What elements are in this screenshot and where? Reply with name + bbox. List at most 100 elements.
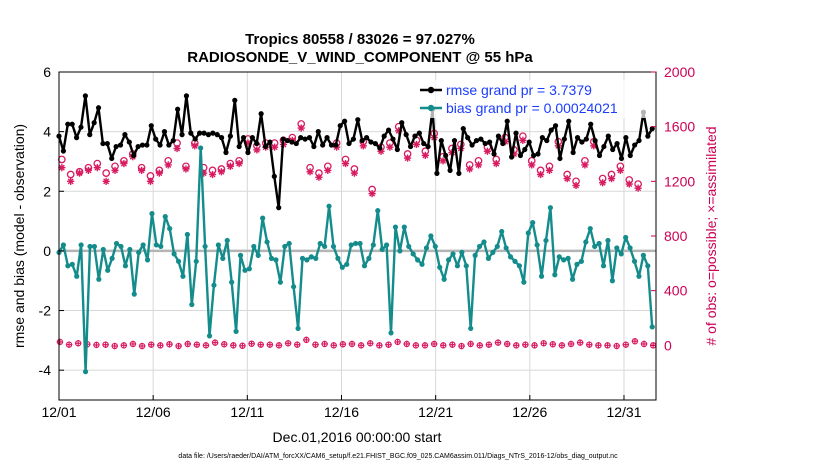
obs-assimilated-stroke: [484, 148, 491, 155]
obs-low-point: [248, 340, 255, 347]
obs-low-point: [522, 341, 529, 348]
rmse-point: [478, 136, 484, 142]
obs-assimilated-point: [297, 124, 305, 132]
rmse-point: [416, 130, 422, 136]
bias-point: [623, 234, 629, 241]
rmse-point: [170, 137, 176, 144]
rmse-point: [364, 135, 370, 141]
y-right-tick-label: 1600: [664, 119, 695, 135]
rmse-point: [465, 135, 471, 141]
obs-assimilated-point: [67, 177, 75, 185]
rmse-point: [495, 133, 502, 139]
rmse-point: [645, 133, 651, 139]
obs-low-point: [102, 341, 109, 348]
rmse-point: [82, 93, 88, 99]
bias-point: [260, 215, 266, 221]
x-tick-label: 12/26: [512, 404, 547, 420]
obs-low-point: [294, 341, 301, 348]
obs-assimilated-stroke: [138, 167, 145, 174]
obs-assimilated-stroke: [573, 182, 580, 189]
rmse-point: [179, 132, 185, 138]
obs-low-point: [221, 341, 228, 348]
chart-title-line1: Tropics 80558 / 83026 = 97.027%: [245, 31, 475, 48]
rmse-point: [227, 133, 233, 139]
rmse-point: [78, 124, 84, 130]
rmse-point: [482, 140, 488, 147]
obs-assimilated-stroke: [608, 175, 615, 182]
bias-point: [450, 251, 456, 257]
obs-low-point: [613, 342, 620, 350]
rmse-point: [539, 135, 545, 141]
obs-assimilated-stroke: [120, 160, 127, 167]
bias-point: [516, 263, 523, 269]
rmse-point: [614, 140, 620, 147]
obs-assimilated-point: [474, 161, 483, 169]
obs-assimilated-stroke: [67, 178, 74, 185]
obs-assimilated-point: [483, 147, 491, 155]
obs-low-point: [312, 341, 319, 348]
obs-assimilated-point: [341, 159, 350, 168]
bias-point: [175, 258, 182, 264]
obs-assimilated-point: [306, 168, 314, 176]
bias-point: [507, 254, 514, 260]
rmse-point: [632, 142, 638, 148]
obs-assimilated-stroke: [76, 170, 83, 177]
bias-point: [631, 258, 638, 264]
bias-point: [74, 273, 80, 279]
obs-assimilated-point: [146, 177, 155, 185]
rmse-point: [262, 143, 269, 150]
obs-assimilated-stroke: [324, 167, 331, 174]
rmse-point: [192, 136, 198, 142]
obs-low-point: [631, 338, 639, 345]
rmse-point: [473, 137, 480, 144]
bias-point: [596, 240, 602, 247]
rmse-point: [157, 142, 163, 148]
obs-low-point: [266, 341, 274, 348]
rmse-point: [517, 152, 524, 159]
rmse-point: [311, 143, 317, 150]
obs-assimilated-point: [607, 175, 616, 183]
x-tick-label: 12/21: [418, 404, 453, 420]
obs-low-point: [513, 342, 520, 349]
obs-assimilated-stroke: [253, 146, 260, 153]
bias-point: [295, 325, 301, 332]
bias-point: [530, 219, 536, 226]
obs-assimilated-stroke: [218, 168, 225, 175]
rmse-point: [368, 139, 374, 145]
rmse-point: [592, 137, 598, 144]
rmse-point: [596, 152, 603, 159]
rmse-point: [148, 123, 154, 129]
obs-assimilated-stroke: [377, 148, 385, 155]
obs-assimilated-point: [492, 159, 500, 168]
bias-point: [379, 246, 385, 253]
bias-point: [153, 242, 159, 248]
obs-assimilated-point: [350, 169, 358, 177]
y-right-tick-label: 400: [664, 283, 688, 299]
rmse-point: [403, 132, 409, 138]
bias-point: [441, 276, 447, 282]
obs-low-point: [595, 342, 602, 349]
legend-label-bias: bias grand pr = 0.00024021: [446, 100, 618, 116]
x-tick-label: 12/11: [230, 404, 264, 420]
obs-assimilated-point: [599, 179, 607, 187]
rmse-point: [324, 135, 330, 141]
rmse-point: [522, 146, 528, 153]
bias-point: [171, 251, 177, 257]
rmse-point: [218, 135, 225, 141]
rmse-point: [117, 142, 124, 148]
obs-assimilated-point: [581, 161, 589, 169]
bias-point: [348, 242, 354, 248]
bias-point: [344, 261, 350, 267]
rmse-point: [223, 149, 229, 156]
obs-assimilated-point: [519, 136, 527, 144]
obs-assimilated-stroke: [369, 190, 376, 197]
rmse-point: [271, 173, 277, 179]
rmse-point: [87, 132, 93, 138]
rmse-point: [557, 155, 563, 162]
obs-low-point: [120, 342, 128, 349]
x-tick-label: 12/06: [136, 404, 171, 420]
obs-low-point: [440, 342, 447, 349]
rmse-point: [175, 106, 181, 112]
